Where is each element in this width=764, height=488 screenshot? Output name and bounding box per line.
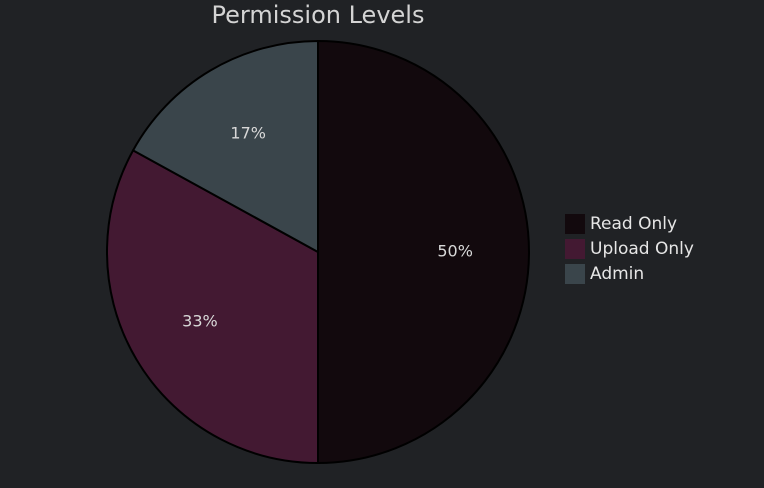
- chart-title: Permission Levels: [212, 1, 425, 29]
- slice-label-read-only: 50%: [437, 242, 473, 261]
- slice-label-upload-only: 33%: [182, 311, 218, 330]
- legend-label: Read Only: [590, 214, 677, 234]
- pie-slice-read-only: [317, 39, 530, 465]
- pie-slice-labels: 50% 33% 17%: [182, 123, 473, 330]
- pie-slices: [106, 39, 530, 465]
- legend-item-admin: Admin: [565, 264, 644, 284]
- legend-swatch: [565, 239, 585, 259]
- legend-label: Admin: [590, 264, 644, 284]
- pie-slice-upload-only: [106, 148, 319, 465]
- chart-legend: Read Only Upload Only Admin: [565, 214, 694, 284]
- slice-label-admin: 17%: [230, 123, 266, 142]
- legend-swatch: [565, 214, 585, 234]
- legend-item-read-only: Read Only: [565, 214, 677, 234]
- legend-label: Upload Only: [590, 239, 694, 259]
- pie-slice-admin: [131, 39, 319, 254]
- legend-swatch: [565, 264, 585, 284]
- legend-item-upload-only: Upload Only: [565, 239, 694, 259]
